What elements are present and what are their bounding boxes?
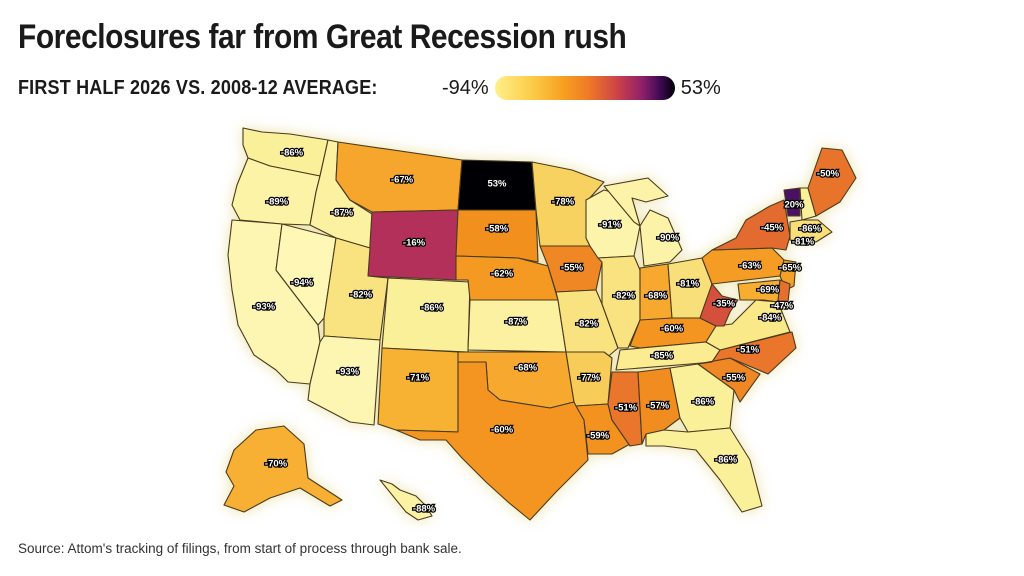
state-label-ak: -70% [265,459,288,470]
state-label-ny: -45% [761,223,784,234]
state-label-sd: -58% [486,224,509,235]
chart-title: Foreclosures far from Great Recession ru… [18,18,627,56]
state-label-ia: -55% [561,263,584,274]
state-label-tn: -85% [651,351,674,362]
state-label-oh: -81% [677,279,700,290]
state-il [597,255,641,349]
state-sd [455,209,539,263]
state-label-pa: -63% [739,261,762,272]
state-vt [783,187,801,217]
state-label-az: -93% [337,367,360,378]
state-label-me: -50% [817,169,840,180]
state-label-mo: -82% [576,319,599,330]
state-ak [223,425,343,513]
state-nv [275,223,337,326]
state-label-va: -84% [759,313,782,324]
state-label-mt: -67% [391,175,414,186]
state-md [737,279,781,303]
state-label-ne: -62% [491,269,514,280]
state-label-nv: -94% [291,278,314,289]
state-nm [377,347,461,433]
state-labels: -86% -89% -93% -94% -87% -67% -16% -82% -93% -86%… [252,146,841,516]
state-label-ar: -77% [578,373,601,384]
state-label-wi: -91% [599,220,622,231]
chart-subtitle: FIRST HALF 2026 VS. 2008-12 AVERAGE: [18,76,378,99]
legend-min-label: -94% [442,76,489,99]
state-label-ms: -51% [615,403,638,414]
state-ny [711,199,791,251]
state-label-nh: -86% [799,224,822,235]
state-label-vt: 20% [784,200,804,211]
state-label-la: -59% [587,431,610,442]
state-tx [395,361,589,521]
state-fl [645,427,763,513]
state-label-nj: -65% [779,263,802,274]
state-label-mi: -90% [657,233,680,244]
state-label-wa: -86% [281,148,304,159]
state-shapes [223,127,857,521]
legend-row: FIRST HALF 2026 VS. 2008-12 AVERAGE: -94… [18,74,721,102]
state-label-ga: -86% [692,397,715,408]
state-label-id: -87% [331,208,354,219]
state-label-fl: -86% [715,455,738,466]
state-me [807,147,857,217]
state-hi [379,479,433,521]
state-label-de: -47% [771,301,794,312]
state-label-ma: -81% [792,237,815,248]
state-label-ok: -68% [515,363,538,374]
state-label-al: -57% [647,401,670,412]
state-label-wv: -35% [713,299,736,310]
state-label-md: -69% [757,285,780,296]
state-label-co: -86% [421,303,444,314]
state-label-mn: -78% [552,197,575,208]
state-label-or: -89% [266,197,289,208]
state-wv [699,283,739,327]
state-label-il: -82% [613,291,636,302]
state-de [777,279,791,303]
state-label-wy: -16% [403,238,426,249]
state-label-nm: -71% [407,373,430,384]
state-mi [603,177,683,267]
legend-max-label: 53% [680,76,721,99]
state-co [381,277,471,353]
state-label-ca: -93% [253,302,276,313]
state-label-nc: -51% [737,345,760,356]
state-label-ut: -82% [350,290,373,301]
state-label-ky: -60% [661,324,684,335]
state-label-sc: -55% [723,373,746,384]
state-az [307,335,381,426]
state-label-in: -68% [645,291,668,302]
legend-color-scale [494,76,675,100]
state-label-nd: 53% [487,179,507,190]
source-note: Source: Attom's tracking of filings, fro… [18,541,462,556]
state-label-hi: -88% [413,504,436,515]
state-label-ks: -87% [505,317,528,328]
state-ut [323,237,389,341]
state-label-tx: -60% [491,425,514,436]
state-ma [789,219,833,243]
